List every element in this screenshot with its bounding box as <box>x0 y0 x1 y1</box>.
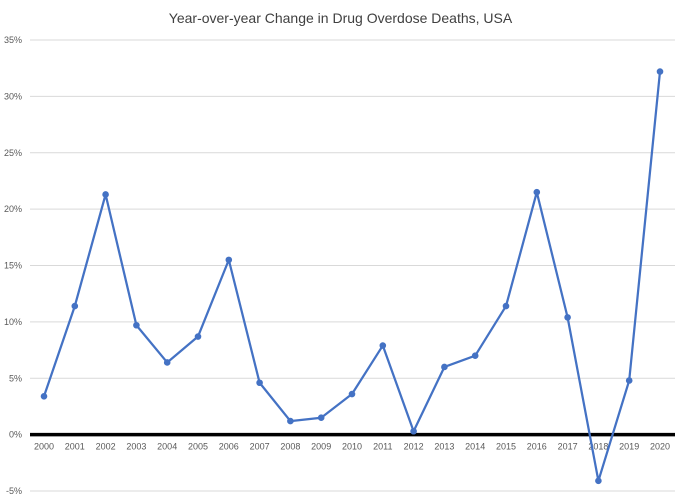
data-point <box>40 392 48 400</box>
data-point <box>410 427 417 435</box>
x-tick-label: 2014 <box>465 442 485 452</box>
y-tick-label: 20% <box>4 204 22 214</box>
data-point <box>656 68 664 75</box>
data-point <box>441 363 448 371</box>
x-tick-label: 2004 <box>157 442 177 452</box>
y-tick-label: 0% <box>9 430 22 440</box>
x-tick-label: 2006 <box>219 442 239 452</box>
x-tick-label: 2012 <box>404 442 424 452</box>
data-point <box>471 352 479 360</box>
data-point <box>71 302 79 310</box>
data-point <box>625 377 633 384</box>
data-point <box>163 359 171 366</box>
chart-title: Year-over-year Change in Drug Overdose D… <box>168 10 513 26</box>
data-point <box>102 191 109 198</box>
data-point <box>133 321 140 329</box>
x-tick-label: 2010 <box>342 442 362 452</box>
x-tick-label: 2019 <box>619 442 639 452</box>
x-tick-label: 2005 <box>188 442 208 452</box>
data-point <box>317 414 325 422</box>
y-tick-label: 35% <box>4 35 22 45</box>
data-point <box>287 417 294 425</box>
x-tick-label: 2013 <box>434 442 454 452</box>
y-tick-label: 25% <box>4 148 22 158</box>
x-tick-label: 2011 <box>373 442 392 452</box>
x-tick-label: 2000 <box>34 442 54 452</box>
x-tick-label: 2016 <box>527 442 547 452</box>
data-point <box>225 256 233 264</box>
x-tick-label: 2009 <box>311 442 331 452</box>
x-tick-label: 2020 <box>650 442 670 452</box>
x-tick-label: 2008 <box>280 442 300 452</box>
x-tick-label: 2015 <box>496 442 516 452</box>
x-tick-label: 2007 <box>250 442 270 452</box>
y-tick-label: 30% <box>4 91 22 101</box>
y-tick-label: 5% <box>9 373 22 383</box>
x-tick-label: 2003 <box>126 442 146 452</box>
data-point <box>564 314 571 321</box>
y-tick-label: 15% <box>4 261 22 271</box>
data-point <box>256 379 263 387</box>
series-line <box>42 71 662 482</box>
x-tick-label: 2018 <box>588 442 608 452</box>
y-tick-label: -5% <box>6 486 22 496</box>
y-tick-label: 10% <box>4 317 22 327</box>
data-point <box>533 188 541 196</box>
x-tick-label: 2001 <box>65 442 85 452</box>
x-tick-label: 2017 <box>558 442 578 452</box>
data-point <box>379 342 387 349</box>
data-point <box>502 302 510 310</box>
data-point <box>194 333 202 340</box>
x-tick-label: 2002 <box>96 442 116 452</box>
data-point <box>348 390 356 398</box>
data-point <box>595 477 602 485</box>
